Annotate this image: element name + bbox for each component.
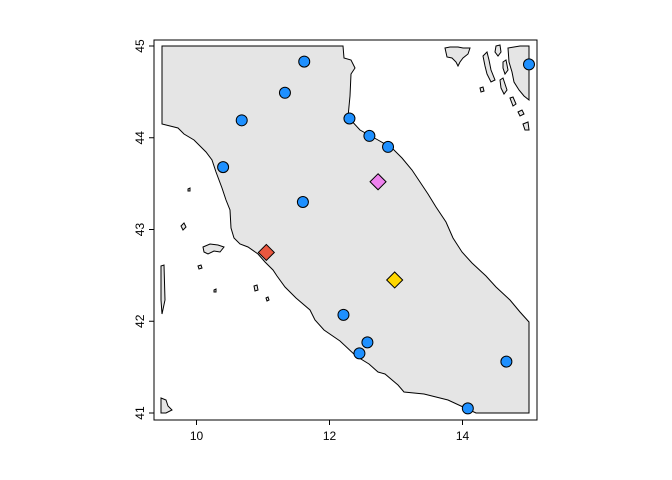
station-marker-5: [363, 129, 376, 142]
island-rab: [502, 59, 509, 76]
station-marker-12: [500, 355, 513, 368]
station-marker-10: [361, 336, 374, 349]
island-elba: [202, 243, 225, 255]
x-tick-label-3: 14: [456, 429, 470, 443]
station-markers: [217, 55, 535, 415]
island-small-2: [522, 121, 530, 131]
station-marker-4: [343, 112, 356, 125]
y-tick-label-2: 42: [133, 314, 147, 328]
island-small-3: [479, 86, 485, 93]
island-cres: [482, 51, 496, 83]
y-tick-label-3: 43: [133, 223, 147, 237]
y-tick-label-5: 45: [133, 39, 147, 53]
island-montecristo: [213, 288, 217, 293]
x-tick-label-2: 12: [323, 429, 337, 443]
station-marker-2: [278, 86, 291, 99]
station-marker-7: [217, 161, 230, 174]
station-marker-14: [523, 58, 535, 71]
y-tick-label-4: 44: [133, 131, 147, 145]
island-gorgona: [187, 187, 191, 192]
land-corsica-edge: [160, 264, 166, 315]
station-marker-3: [235, 114, 248, 127]
station-marker-6: [382, 140, 395, 153]
station-marker-13: [461, 402, 474, 415]
island-capraia: [180, 222, 187, 231]
highlight-marker-1: [369, 173, 387, 191]
x-axis: 10 12 14: [190, 420, 470, 443]
station-marker-8: [296, 195, 309, 208]
island-dugi: [509, 96, 517, 107]
island-pag: [499, 77, 508, 95]
land-dalmatia: [507, 45, 530, 102]
island-giglio: [253, 284, 259, 292]
x-tick-label-1: 10: [190, 429, 204, 443]
island-small-1: [517, 109, 525, 117]
land-istria: [444, 46, 471, 68]
map-panel: [153, 39, 538, 421]
highlight-marker-2: [257, 243, 276, 262]
y-axis: 41 42 43 44 45: [133, 39, 154, 420]
island-pianosa: [197, 264, 203, 270]
island-krk: [494, 44, 502, 57]
station-marker-9: [337, 308, 350, 321]
island-giannutri: [265, 296, 270, 302]
highlight-markers: [257, 173, 404, 289]
station-marker-11: [353, 347, 366, 360]
station-marker-1: [298, 55, 311, 68]
highlight-marker-3: [385, 271, 404, 289]
land-sardinia-edge: [160, 397, 173, 414]
y-tick-label-1: 41: [133, 406, 147, 420]
